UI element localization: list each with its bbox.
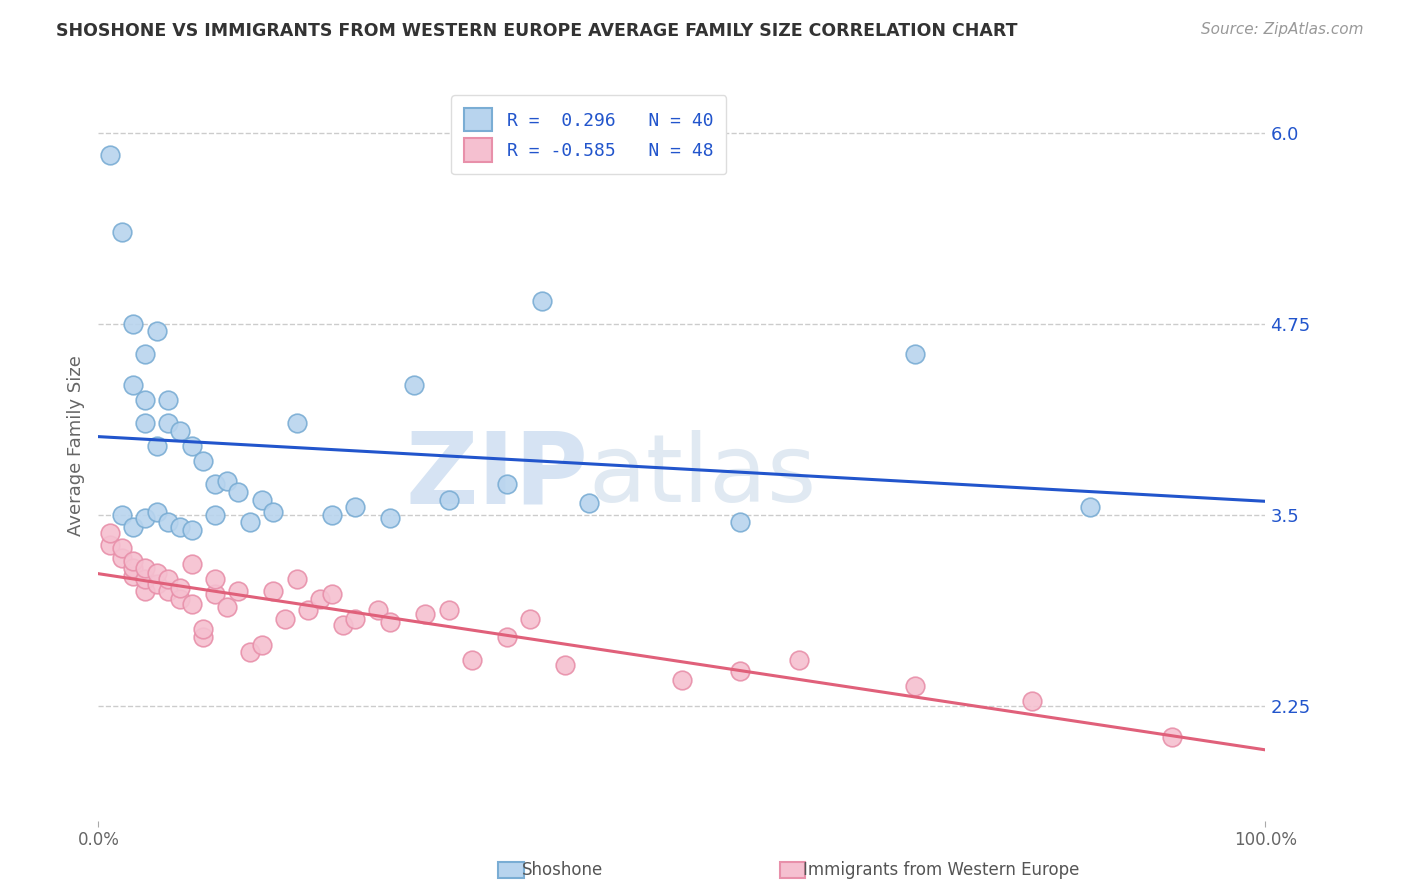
Point	[146, 324, 169, 338]
Point	[111, 550, 134, 565]
Point	[204, 587, 226, 601]
Point	[122, 561, 145, 575]
Point	[228, 484, 250, 499]
Point	[904, 679, 927, 693]
Point	[250, 638, 273, 652]
Point	[437, 492, 460, 507]
Point	[578, 495, 600, 509]
Point	[134, 416, 156, 430]
Point	[262, 584, 284, 599]
Point	[193, 630, 215, 644]
Point	[554, 657, 576, 672]
Point	[157, 393, 180, 408]
Point	[297, 602, 319, 616]
Point	[215, 599, 238, 614]
Point	[146, 566, 169, 580]
Point	[461, 653, 484, 667]
Text: Immigrants from Western Europe: Immigrants from Western Europe	[803, 861, 1080, 879]
Point	[332, 618, 354, 632]
Point	[98, 526, 121, 541]
Point	[496, 477, 519, 491]
Text: ZIP: ZIP	[406, 427, 589, 524]
Point	[134, 347, 156, 361]
Point	[671, 673, 693, 687]
Point	[228, 584, 250, 599]
Point	[344, 612, 367, 626]
Point	[157, 416, 180, 430]
Text: Source: ZipAtlas.com: Source: ZipAtlas.com	[1201, 22, 1364, 37]
Point	[122, 377, 145, 392]
Point	[134, 561, 156, 575]
Text: Shoshone: Shoshone	[522, 861, 603, 879]
Point	[122, 554, 145, 568]
Point	[380, 511, 402, 525]
Point	[730, 516, 752, 530]
Point	[239, 516, 262, 530]
Point	[146, 505, 169, 519]
Point	[380, 615, 402, 629]
Point	[1080, 500, 1102, 515]
Point	[134, 584, 156, 599]
Point	[122, 520, 145, 534]
Point	[169, 581, 191, 595]
Point	[730, 664, 752, 678]
Point	[239, 645, 262, 659]
Point	[204, 477, 226, 491]
Point	[402, 377, 425, 392]
Point	[1021, 694, 1043, 708]
Point	[180, 597, 202, 611]
Point	[134, 511, 156, 525]
Point	[262, 505, 284, 519]
Point	[215, 474, 238, 488]
Point	[157, 584, 180, 599]
Point	[204, 508, 226, 522]
Point	[496, 630, 519, 644]
Point	[519, 612, 541, 626]
Legend: R =  0.296   N = 40, R = -0.585   N = 48: R = 0.296 N = 40, R = -0.585 N = 48	[451, 95, 725, 174]
Point	[321, 587, 343, 601]
Point	[344, 500, 367, 515]
Point	[413, 607, 436, 622]
Point	[134, 572, 156, 586]
Point	[98, 538, 121, 552]
Text: SHOSHONE VS IMMIGRANTS FROM WESTERN EUROPE AVERAGE FAMILY SIZE CORRELATION CHART: SHOSHONE VS IMMIGRANTS FROM WESTERN EURO…	[56, 22, 1018, 40]
Point	[321, 508, 343, 522]
Point	[146, 576, 169, 591]
Point	[169, 520, 191, 534]
Point	[193, 454, 215, 468]
Point	[193, 623, 215, 637]
Point	[285, 572, 308, 586]
Point	[180, 523, 202, 537]
Point	[122, 569, 145, 583]
Point	[98, 148, 121, 162]
Point	[204, 572, 226, 586]
Point	[787, 653, 810, 667]
Text: atlas: atlas	[589, 430, 817, 522]
Point	[169, 424, 191, 438]
Y-axis label: Average Family Size: Average Family Size	[66, 356, 84, 536]
Point	[437, 602, 460, 616]
Point	[250, 492, 273, 507]
Point	[111, 541, 134, 556]
Point	[122, 317, 145, 331]
Point	[111, 508, 134, 522]
Point	[157, 516, 180, 530]
Point	[180, 439, 202, 453]
Point	[367, 602, 389, 616]
Point	[169, 591, 191, 606]
Point	[180, 557, 202, 571]
Point	[111, 225, 134, 239]
Point	[530, 293, 553, 308]
Point	[134, 393, 156, 408]
Point	[1161, 730, 1184, 744]
Point	[904, 347, 927, 361]
Point	[146, 439, 169, 453]
Point	[285, 416, 308, 430]
Point	[157, 572, 180, 586]
Point	[309, 591, 332, 606]
Point	[274, 612, 297, 626]
